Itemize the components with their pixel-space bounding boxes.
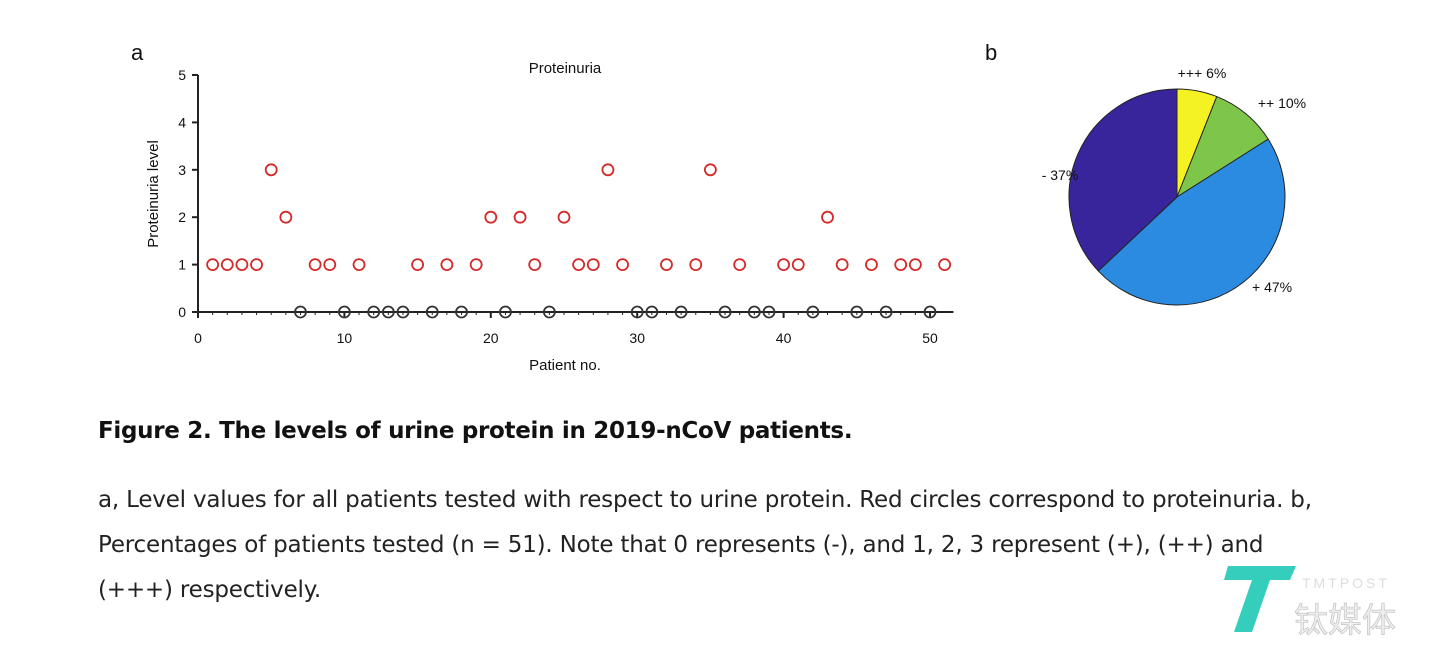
negative-point xyxy=(499,305,512,319)
negative-point xyxy=(674,305,688,319)
proteinuria-point xyxy=(938,258,952,272)
proteinuria-point xyxy=(733,258,747,272)
negative-point xyxy=(396,305,410,319)
proteinuria-point xyxy=(411,258,425,272)
proteinuria-point xyxy=(264,163,278,177)
x-tick-label: 10 xyxy=(337,330,353,346)
proteinuria-point xyxy=(484,210,498,224)
pie-label: + 47% xyxy=(1252,279,1292,295)
negative-point xyxy=(630,305,644,319)
proteinuria-point xyxy=(894,258,908,272)
pie-slice xyxy=(1097,138,1286,306)
scatter-chart: Proteinuria Patient no. Proteinuria leve… xyxy=(145,60,954,374)
panel-label-b: b xyxy=(985,40,998,65)
proteinuria-point xyxy=(601,163,615,177)
negative-point xyxy=(850,305,864,319)
proteinuria-point xyxy=(279,210,293,224)
caption-title: Figure 2. The levels of urine protein in… xyxy=(98,418,853,444)
proteinuria-point xyxy=(908,258,922,272)
proteinuria-point xyxy=(250,258,263,272)
negative-point xyxy=(381,305,395,319)
negative-point xyxy=(718,305,732,319)
proteinuria-point xyxy=(308,258,322,272)
svg-text:钛媒体: 钛媒体 xyxy=(1294,602,1396,640)
proteinuria-point xyxy=(528,258,542,272)
proteinuria-point xyxy=(557,210,571,224)
y-tick-label: 1 xyxy=(178,257,186,273)
svg-text:TMTPOST: TMTPOST xyxy=(1302,575,1390,591)
x-tick-label: 20 xyxy=(483,330,499,346)
pie-slice xyxy=(1068,88,1178,272)
negative-point xyxy=(747,305,761,319)
negative-point xyxy=(425,305,439,319)
pie-label: ++ 10% xyxy=(1258,95,1306,111)
negative-point xyxy=(806,305,820,319)
proteinuria-point xyxy=(704,163,717,177)
proteinuria-point xyxy=(469,258,483,272)
proteinuria-point xyxy=(572,258,586,272)
negative-point xyxy=(294,305,307,319)
proteinuria-point xyxy=(323,258,337,272)
proteinuria-point xyxy=(440,258,454,272)
negative-point xyxy=(367,305,381,319)
negative-point xyxy=(879,305,893,319)
negative-point xyxy=(645,305,659,319)
proteinuria-point xyxy=(586,258,600,272)
proteinuria-point xyxy=(835,258,849,272)
pie-label: +++ 6% xyxy=(1178,65,1227,81)
y-axis-label: Proteinuria level xyxy=(145,140,162,248)
watermark-logo: TMTPOST 钛媒体 xyxy=(1222,560,1422,640)
proteinuria-point xyxy=(865,258,878,272)
negative-point xyxy=(337,305,351,319)
y-tick-label: 5 xyxy=(178,67,186,83)
y-tick-label: 4 xyxy=(178,114,186,130)
proteinuria-point xyxy=(777,258,790,272)
y-tick-label: 2 xyxy=(178,209,186,225)
pie-label: - 37% xyxy=(1042,167,1079,183)
caption-body: a, Level values for all patients tested … xyxy=(98,487,1312,603)
x-tick-label: 30 xyxy=(629,330,645,346)
negative-point xyxy=(762,305,776,319)
x-tick-label: 0 xyxy=(194,330,202,346)
proteinuria-point xyxy=(220,258,234,272)
proteinuria-point xyxy=(235,258,249,272)
proteinuria-point xyxy=(660,258,673,272)
proteinuria-point xyxy=(206,258,220,272)
chart-title: Proteinuria xyxy=(529,60,602,77)
proteinuria-point xyxy=(616,258,629,272)
proteinuria-point xyxy=(513,210,527,224)
proteinuria-point xyxy=(791,258,805,272)
proteinuria-point xyxy=(689,258,703,272)
proteinuria-point xyxy=(352,258,366,272)
y-tick-label: 0 xyxy=(178,304,186,320)
negative-point xyxy=(455,305,468,319)
x-tick-label: 40 xyxy=(776,330,792,346)
negative-point xyxy=(542,305,556,319)
pie-chart: +++ 6% ++ 10% + 47% - 37% xyxy=(1042,65,1306,306)
x-axis-label: Patient no. xyxy=(529,357,601,374)
y-tick-label: 3 xyxy=(178,162,186,178)
negative-point xyxy=(923,305,937,319)
x-tick-label: 50 xyxy=(922,330,938,346)
proteinuria-point xyxy=(821,210,834,224)
panel-label-a: a xyxy=(131,40,144,65)
